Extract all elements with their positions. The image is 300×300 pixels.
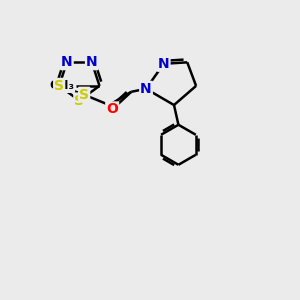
Text: O: O [106, 102, 118, 116]
Text: S: S [74, 94, 84, 107]
Text: S: S [54, 79, 64, 93]
Text: N: N [86, 55, 98, 69]
Text: N: N [140, 82, 152, 96]
Text: N: N [61, 55, 73, 69]
Text: S: S [79, 88, 89, 102]
Text: N: N [158, 57, 170, 71]
Text: CH₃: CH₃ [50, 80, 74, 92]
